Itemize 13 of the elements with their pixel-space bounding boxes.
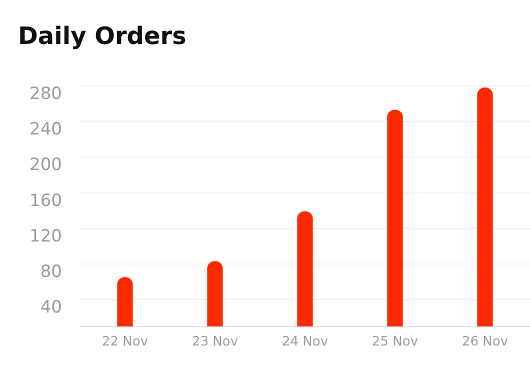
y-tick-label: 200	[30, 155, 62, 176]
y-tick-label: 160	[30, 190, 62, 211]
x-tick-label: 22 Nov	[102, 334, 148, 350]
y-tick-label: 280	[30, 84, 62, 104]
y-tick-label: 80	[40, 262, 62, 282]
y-tick-label: 120	[30, 226, 62, 246]
y-tick-label: 40	[40, 298, 62, 318]
chart-title: Daily Orders	[18, 22, 186, 50]
x-tick-label: 24 Nov	[282, 334, 328, 350]
x-tick-label: 25 Nov	[372, 334, 418, 350]
x-tick-label: 23 Nov	[192, 334, 238, 350]
y-tick-label: 240	[30, 120, 62, 140]
x-tick-label: 26 Nov	[462, 334, 508, 350]
